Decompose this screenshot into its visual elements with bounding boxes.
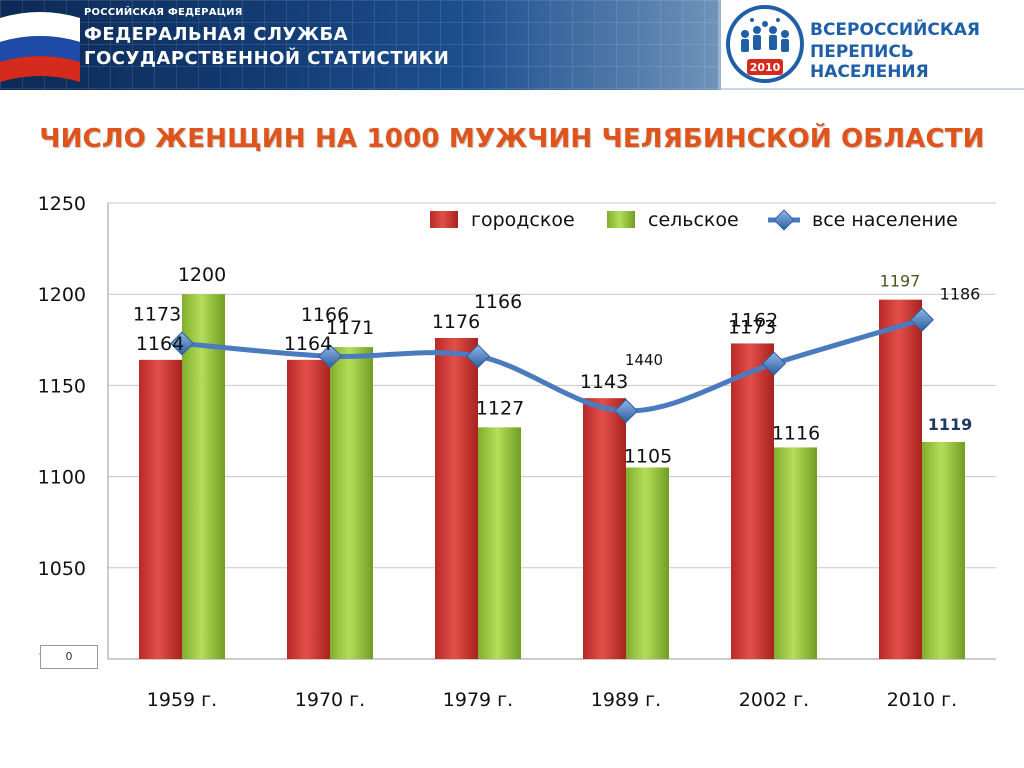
x-tick-label: 1970 г.: [295, 689, 365, 711]
total-marker: [613, 398, 639, 423]
x-tick-label: 1979 г.: [443, 689, 513, 711]
bar-urban: [435, 337, 478, 659]
data-label-rural: 1105: [624, 445, 672, 467]
russian-flag-icon: [0, 12, 80, 82]
bar-rural: [330, 347, 373, 659]
census-people-icon: [726, 5, 804, 83]
total-line: [169, 307, 935, 423]
data-label-rural: 1127: [476, 397, 524, 419]
bar-urban: [583, 398, 626, 659]
legend-rural-label: сельское: [648, 209, 739, 231]
data-label-total: 1440: [625, 351, 663, 369]
total-series-line: [179, 317, 925, 414]
census-banner: 2010 ВСЕРОССИЙСКАЯ ПЕРЕПИСЬ НАСЕЛЕНИЯ: [721, 0, 1024, 90]
legend-urban-label: городское: [471, 209, 575, 231]
page-title: ЧИСЛО ЖЕНЩИН НА 1000 МУЖЧИН ЧЕЛЯБИНСКОЙ …: [39, 124, 985, 154]
data-label-total: 1162: [730, 310, 778, 332]
data-label-urban: 1164: [284, 333, 332, 355]
country-label: РОССИЙСКАЯ ФЕДЕРАЦИЯ: [84, 7, 243, 18]
zero-value-box: 0: [40, 645, 98, 669]
total-marker: [761, 351, 787, 376]
data-label-urban: 1143: [580, 371, 628, 393]
bar-urban: [879, 299, 922, 659]
x-tick-label: 2002 г.: [739, 689, 809, 711]
org-name-line2: ГОСУДАРСТВЕННОЙ СТАТИСТИКИ: [84, 48, 450, 69]
data-label-urban: 1176: [432, 311, 480, 333]
bars: [139, 294, 965, 659]
data-label-total: 1173: [133, 303, 181, 325]
census-title-line1: ВСЕРОССИЙСКАЯ: [810, 20, 980, 40]
grid-lines: [108, 202, 996, 660]
data-label-rural: 1200: [178, 264, 226, 286]
legend-rural-swatch: [607, 211, 635, 228]
org-name-line1: ФЕДЕРАЛЬНАЯ СЛУЖБА: [84, 24, 349, 45]
x-tick-label: 1959 г.: [147, 689, 217, 711]
data-label-total: 1186: [940, 285, 981, 304]
total-marker: [465, 344, 491, 369]
y-tick-label: 1150: [38, 375, 86, 397]
total-marker: [317, 344, 343, 369]
bar-urban: [731, 343, 774, 659]
y-tick-label: 1100: [38, 467, 86, 489]
data-label-total: 1166: [301, 304, 349, 326]
rosstat-banner: РОССИЙСКАЯ ФЕДЕРАЦИЯ ФЕДЕРАЛЬНАЯ СЛУЖБА …: [0, 0, 718, 90]
bar-urban: [287, 359, 330, 659]
data-label-urban: 1164: [136, 333, 184, 355]
bar-rural: [626, 467, 669, 659]
y-tick-label: 1200: [38, 284, 86, 306]
y-tick-label: 1050: [38, 558, 86, 580]
banner-divider: [718, 0, 721, 90]
total-marker: [909, 307, 935, 332]
x-tick-label: 1989 г.: [591, 689, 661, 711]
legend-urban-swatch: [430, 211, 458, 228]
legend-total-label: все население: [812, 209, 958, 231]
bar-rural: [478, 427, 521, 659]
bar-urban: [139, 359, 182, 659]
legend-total-marker: [773, 209, 795, 231]
bar-rural: [774, 447, 817, 659]
banner-grid-pattern: [0, 0, 718, 90]
data-label-total: 1166: [474, 291, 522, 313]
data-label-urban: 1173: [728, 316, 776, 338]
legend: городское сельское все население: [430, 209, 958, 231]
data-label-rural: 1116: [772, 422, 820, 444]
bar-rural: [182, 294, 225, 659]
header: РОССИЙСКАЯ ФЕДЕРАЦИЯ ФЕДЕРАЛЬНАЯ СЛУЖБА …: [0, 0, 1024, 90]
bar-rural: [922, 441, 965, 659]
axes: 1000105011001150120012501959 г.1970 г.19…: [38, 193, 996, 711]
x-tick-label: 2010 г.: [887, 689, 957, 711]
y-tick-label: 1250: [38, 193, 86, 215]
total-marker: [169, 331, 195, 356]
census-year: 2010: [749, 61, 781, 74]
census-title-line2: ПЕРЕПИСЬ НАСЕЛЕНИЯ: [810, 42, 929, 82]
data-label-rural: 1119: [928, 415, 973, 434]
data-label-urban: 1197: [880, 272, 921, 291]
data-label-rural: 1171: [326, 317, 374, 339]
bar-line-chart: 1000105011001150120012501959 г.1970 г.19…: [38, 193, 996, 711]
